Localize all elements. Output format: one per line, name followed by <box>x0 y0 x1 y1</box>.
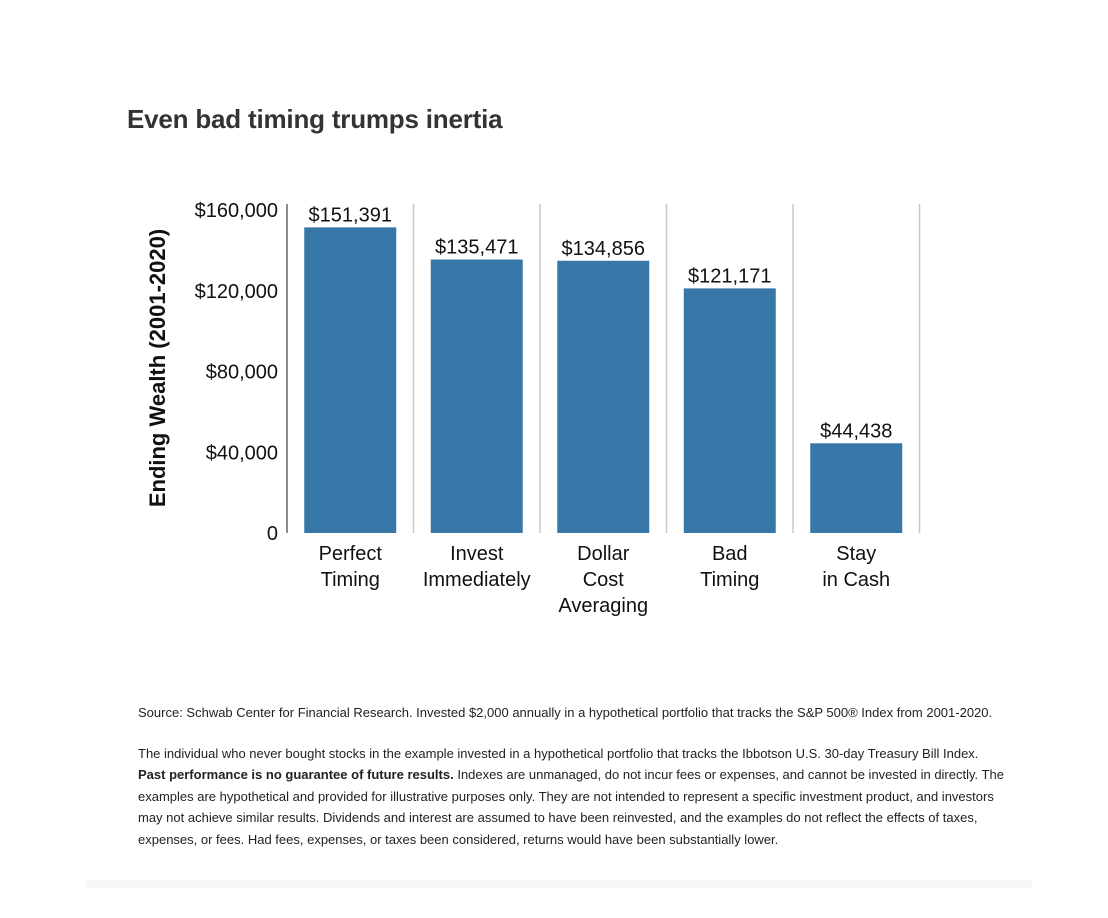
bar-value-label: $151,391 <box>309 204 392 226</box>
bar <box>557 260 650 533</box>
x-category-label: Timing <box>700 569 759 591</box>
y-tick-label: $160,000 <box>195 200 278 222</box>
bar-value-label: $135,471 <box>435 237 518 259</box>
x-category-label: Stay <box>836 543 876 565</box>
bar-value-label: $44,438 <box>820 420 892 442</box>
bar-value-label: $121,171 <box>688 265 771 287</box>
chart-title: Even bad timing trumps inertia <box>127 104 503 134</box>
x-category-label: Immediately <box>423 569 531 591</box>
bar-chart: 0 $40,000 $80,000 $120,000 $160,000 Ending We… <box>145 200 921 617</box>
disclaimer-note: The individual who never bought stocks i… <box>138 743 1008 851</box>
bar <box>430 259 523 533</box>
footnotes: Source: Schwab Center for Financial Rese… <box>138 702 1008 850</box>
disclaimer-bold: Past performance is no guarantee of futu… <box>138 767 454 782</box>
x-category-label: Dollar <box>577 543 630 565</box>
bar <box>304 227 397 533</box>
y-tick-label: $40,000 <box>206 442 278 464</box>
disclaimer-rest: Indexes are unmanaged, do not incur fees… <box>138 767 1004 847</box>
bar-value-label: $134,856 <box>562 238 645 260</box>
x-category-label: Bad <box>712 543 748 565</box>
x-category-label: Perfect <box>319 543 383 565</box>
disclaimer-intro: The individual who never bought stocks i… <box>138 745 979 761</box>
y-axis-title: Ending Wealth (2001-2020) <box>145 229 170 507</box>
x-category-label: Timing <box>321 569 380 591</box>
source-note: Source: Schwab Center for Financial Rese… <box>138 705 993 720</box>
y-tick-label: 0 <box>267 523 278 545</box>
x-category-label: Cost <box>583 569 625 591</box>
y-tick-label: $80,000 <box>206 362 278 384</box>
y-tick-label: $120,000 <box>195 281 278 303</box>
bar <box>810 443 903 533</box>
x-category-label: in Cash <box>822 569 890 591</box>
bottom-divider <box>86 880 1032 888</box>
x-category-label: Invest <box>450 543 504 565</box>
x-category-label: Averaging <box>558 595 648 617</box>
bar <box>683 288 776 533</box>
